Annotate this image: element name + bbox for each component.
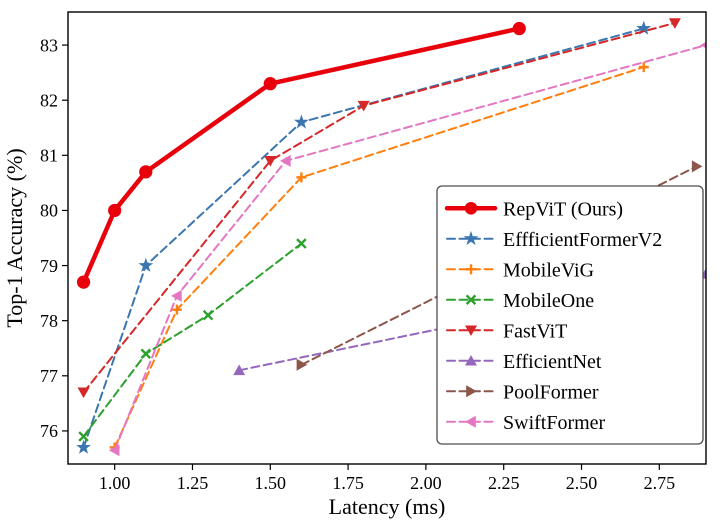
triangle-right-marker xyxy=(691,160,703,173)
legend: RepViT (Ours) EffficientFormerV2 MobileViG… xyxy=(436,185,704,445)
legend-entry-mobilevig: MobileViG xyxy=(446,259,594,281)
legend-label: EffficientFormerV2 xyxy=(503,229,662,251)
x-marker xyxy=(202,309,214,321)
plus-marker xyxy=(296,172,307,183)
series-line xyxy=(82,22,676,394)
legend-entry-mobileone: MobileOne xyxy=(446,290,594,312)
x-tick-label: 1.50 xyxy=(255,473,287,493)
series-line xyxy=(113,44,706,452)
series-fastvit xyxy=(77,18,681,399)
y-tick-label: 82 xyxy=(40,90,58,110)
legend-label: MobileViG xyxy=(503,259,594,281)
circle-marker xyxy=(76,275,91,289)
x-tick-label: 1.00 xyxy=(99,473,131,493)
x-marker xyxy=(465,294,477,305)
y-tick-label: 80 xyxy=(40,201,58,221)
legend-entry-poolformer: PoolFormer xyxy=(446,381,599,403)
y-tick-label: 77 xyxy=(40,366,58,386)
triangle-up-marker xyxy=(233,364,246,376)
triangle-down-marker xyxy=(264,156,277,167)
circle-marker xyxy=(108,203,122,218)
triangle-down-marker xyxy=(668,18,681,29)
x-marker xyxy=(140,348,152,360)
triangle-down-marker xyxy=(465,325,477,337)
y-axis-label: Top-1 Accuracy (%) xyxy=(2,148,27,327)
star-marker xyxy=(138,257,154,272)
series-effficientformerv2 xyxy=(76,20,652,454)
circle-marker xyxy=(139,165,153,179)
star-marker xyxy=(294,114,309,129)
y-tick-label: 78 xyxy=(40,311,58,331)
legend-label: MobileOne xyxy=(503,290,594,312)
triangle-down-marker xyxy=(357,100,370,112)
star-marker xyxy=(636,20,652,35)
x-tick-label: 2.75 xyxy=(644,473,676,493)
series-mobileone xyxy=(78,238,307,442)
legend-label: FastViT xyxy=(503,320,567,342)
plus-marker xyxy=(171,304,182,315)
series-line xyxy=(82,27,645,449)
triangle-right-marker xyxy=(296,358,308,371)
y-tick-label: 79 xyxy=(40,256,58,276)
series-line xyxy=(113,66,645,449)
legend-label: RepViT (Ours) xyxy=(503,198,623,220)
axes: 1.00 1.25 1.50 1.75 2.00 2.25 2.50 2.75 76 77 78 79… xyxy=(2,35,675,519)
triangle-left-marker xyxy=(171,289,182,302)
triangle-left-marker xyxy=(465,415,476,428)
legend-entry-effficientformerv2: EffficientFormerV2 xyxy=(446,229,662,251)
triangle-left-marker xyxy=(700,41,706,49)
x-axis-label: Latency (ms) xyxy=(329,494,446,519)
y-tick-label: 76 xyxy=(40,421,58,441)
circle-marker xyxy=(263,77,277,91)
x-tick-label: 1.75 xyxy=(332,473,364,493)
plus-marker xyxy=(638,62,649,73)
star-marker xyxy=(463,230,479,246)
triangle-up-marker xyxy=(465,354,477,366)
legend-entry-repvit-ours: RepViT (Ours) xyxy=(444,198,623,220)
x-marker xyxy=(296,238,307,249)
triangle-left-marker xyxy=(108,444,120,457)
legend-entry-efficientnet: EfficientNet xyxy=(446,351,602,373)
series-swiftformer xyxy=(108,41,706,457)
circle-marker xyxy=(464,201,478,215)
x-tick-label: 2.50 xyxy=(566,473,598,493)
series-line xyxy=(82,242,303,438)
x-tick-label: 1.25 xyxy=(177,473,209,493)
circle-marker xyxy=(512,21,526,36)
x-tick-label: 2.00 xyxy=(410,473,442,493)
star-marker xyxy=(76,439,91,454)
legend-label: EfficientNet xyxy=(503,351,602,373)
y-tick-label: 83 xyxy=(40,35,58,55)
legend-entry-fastvit: FastViT xyxy=(446,320,567,342)
x-marker xyxy=(78,431,89,442)
triangle-right-marker xyxy=(466,385,477,398)
legend-box xyxy=(436,185,704,445)
y-tick-label: 81 xyxy=(40,146,58,166)
triangle-left-marker xyxy=(280,154,291,167)
plot-border xyxy=(67,11,707,465)
legend-label: SwiftFormer xyxy=(503,412,606,434)
legend-entry-swiftformer: SwiftFormer xyxy=(446,412,606,434)
legend-label: PoolFormer xyxy=(503,381,599,403)
x-tick-label: 2.25 xyxy=(488,473,520,493)
plus-marker xyxy=(466,264,476,275)
series-repvit-ours xyxy=(76,21,526,289)
triangle-down-marker xyxy=(77,387,90,399)
